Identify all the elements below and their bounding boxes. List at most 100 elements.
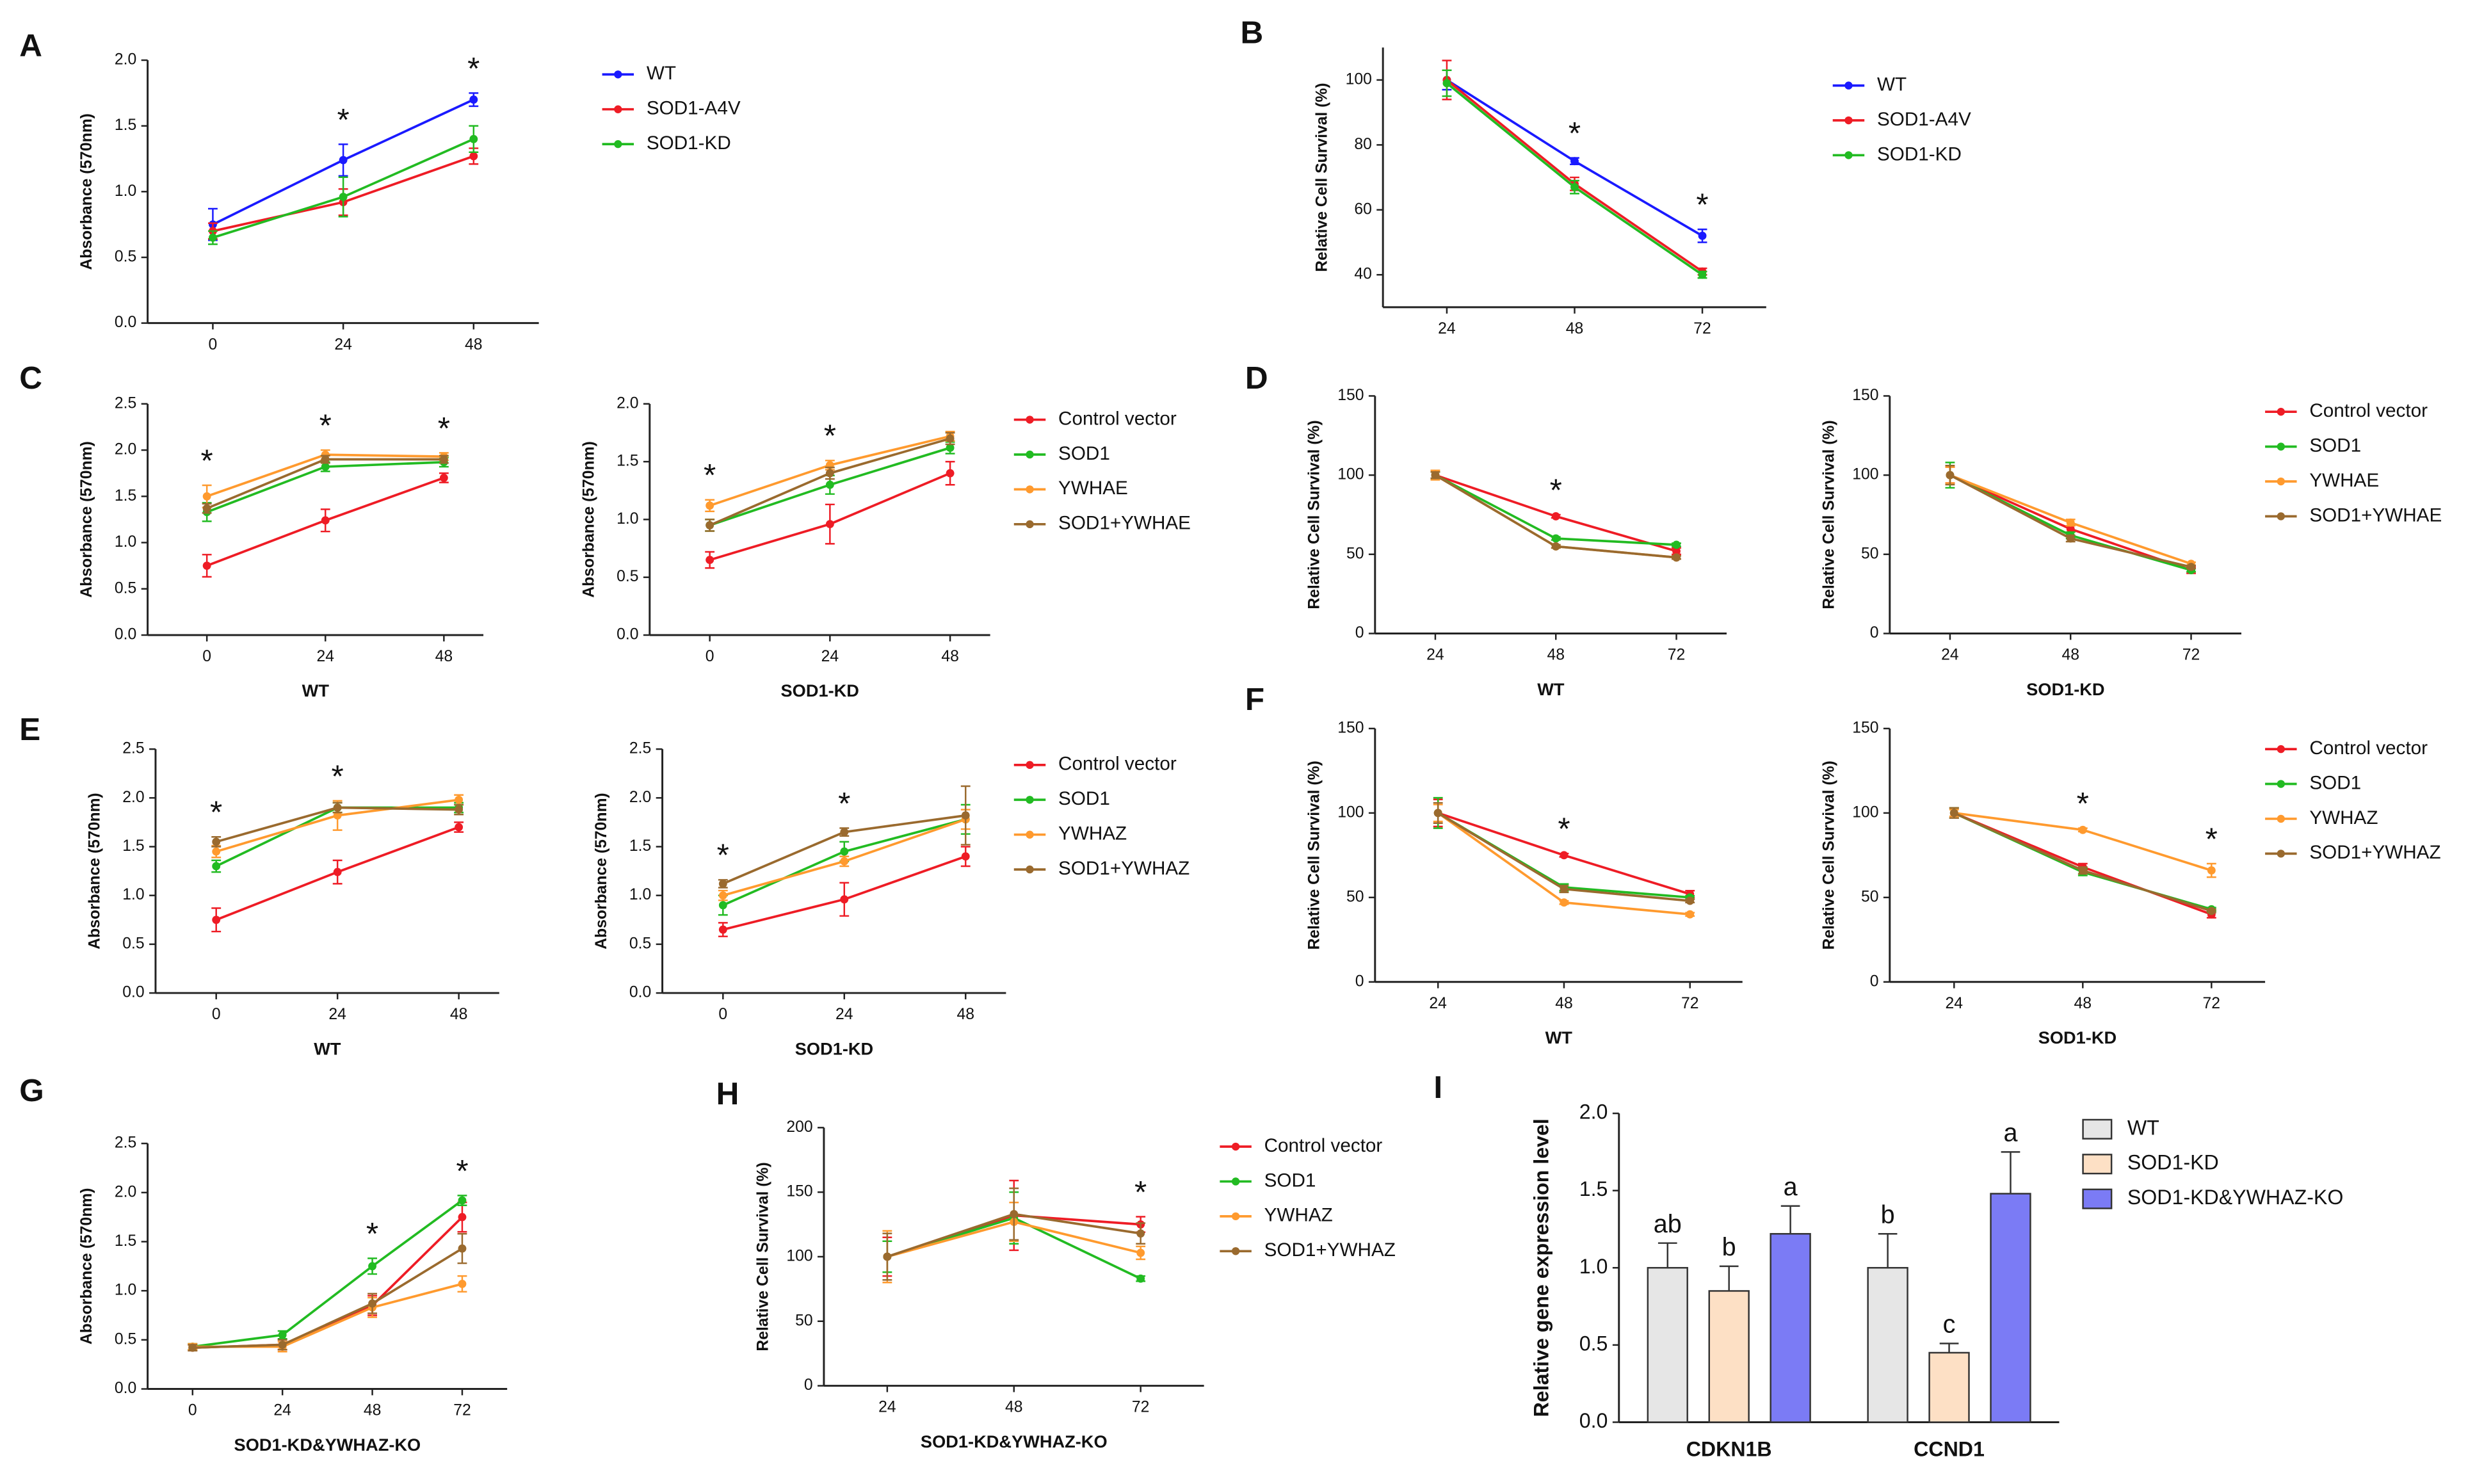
legend-marker bbox=[2277, 850, 2285, 858]
legend-label: YWHAZ bbox=[2309, 807, 2378, 828]
y-tick-label: 40 bbox=[1354, 266, 1372, 283]
legend-marker bbox=[614, 140, 622, 149]
x-tick-label: 48 bbox=[941, 648, 959, 665]
data-point bbox=[1698, 270, 1707, 279]
data-point bbox=[1672, 553, 1681, 562]
bar bbox=[1990, 1193, 2031, 1423]
data-point bbox=[1698, 231, 1707, 240]
data-point bbox=[1560, 885, 1569, 894]
x-tick-label: 48 bbox=[435, 648, 453, 665]
data-point bbox=[1136, 1248, 1145, 1257]
significance-mark: * bbox=[467, 51, 480, 86]
legend-marker bbox=[1231, 1247, 1240, 1255]
legend-marker bbox=[1231, 1142, 1240, 1151]
data-point bbox=[706, 521, 714, 529]
legend-label: SOD1-A4V bbox=[1877, 109, 1971, 130]
legend-marker bbox=[1026, 796, 1034, 804]
x-axis-title: SOD1-KD&YWHAZ-KO bbox=[234, 1435, 421, 1455]
data-point bbox=[469, 152, 478, 161]
data-point bbox=[212, 837, 221, 846]
y-tick-label: 0 bbox=[804, 1376, 813, 1394]
legend-label: WT bbox=[2127, 1116, 2159, 1139]
legend-marker bbox=[2277, 814, 2285, 823]
data-point bbox=[840, 895, 849, 904]
y-axis-title: Relative Cell Survival (%) bbox=[754, 1162, 771, 1351]
data-point bbox=[2207, 907, 2216, 915]
legend-label: SOD1 bbox=[1058, 443, 1110, 464]
legend-label: YWHAZ bbox=[1264, 1205, 1333, 1226]
x-axis-title: SOD1-KD bbox=[781, 681, 859, 700]
y-tick-label: 150 bbox=[1852, 387, 1878, 404]
y-tick-label: 2.0 bbox=[629, 789, 651, 806]
data-point bbox=[718, 879, 727, 888]
x-tick-label: 72 bbox=[1681, 995, 1699, 1012]
series-line bbox=[192, 1247, 463, 1349]
significance-mark: * bbox=[319, 408, 332, 443]
data-point bbox=[368, 1299, 377, 1308]
significance-mark: * bbox=[1134, 1175, 1147, 1210]
data-point bbox=[1551, 542, 1560, 551]
y-tick-label: 0.5 bbox=[115, 579, 136, 597]
y-tick-label: 0.0 bbox=[115, 1380, 136, 1397]
data-point bbox=[718, 925, 727, 934]
y-tick-label: 2.5 bbox=[122, 740, 144, 757]
data-point bbox=[212, 915, 221, 924]
x-tick-label: CCND1 bbox=[1914, 1437, 1985, 1460]
y-tick-label: 0.0 bbox=[629, 984, 651, 1001]
y-tick-label: 2.5 bbox=[629, 740, 651, 757]
bar bbox=[1647, 1267, 1688, 1423]
significance-mark: * bbox=[2077, 786, 2089, 821]
data-point bbox=[321, 462, 330, 471]
legend-marker bbox=[1231, 1212, 1240, 1221]
y-tick-label: 2.0 bbox=[617, 394, 638, 412]
y-tick-label: 2.5 bbox=[115, 1134, 136, 1152]
y-tick-label: 2.0 bbox=[1579, 1101, 1608, 1124]
x-tick-label: 0 bbox=[188, 1402, 197, 1419]
significance-mark: * bbox=[1569, 116, 1581, 151]
data-point bbox=[718, 901, 727, 910]
data-point bbox=[718, 891, 727, 900]
data-point bbox=[458, 1196, 467, 1205]
y-tick-label: 1.0 bbox=[115, 533, 136, 551]
legend-marker bbox=[1844, 116, 1853, 125]
x-axis-title: WT bbox=[1537, 679, 1565, 699]
legend-marker bbox=[1026, 450, 1034, 459]
data-point bbox=[1949, 809, 1958, 818]
y-tick-label: 1.0 bbox=[629, 886, 651, 903]
data-point bbox=[368, 1262, 377, 1271]
legend-marker bbox=[1844, 151, 1853, 159]
data-point bbox=[840, 828, 849, 837]
y-tick-label: 0.0 bbox=[115, 314, 136, 331]
data-point bbox=[321, 516, 330, 525]
legend-marker bbox=[1026, 865, 1034, 874]
data-point bbox=[339, 156, 348, 165]
x-tick-label: 24 bbox=[334, 336, 352, 353]
y-tick-label: 2.5 bbox=[115, 394, 136, 412]
y-tick-label: 50 bbox=[1346, 888, 1364, 905]
legend-swatch bbox=[2082, 1118, 2113, 1140]
legend-label: SOD1+YWHAZ bbox=[2309, 842, 2440, 863]
legend-label: SOD1 bbox=[1264, 1170, 1316, 1191]
legend-label: YWHAZ bbox=[1058, 823, 1127, 844]
data-point bbox=[1442, 79, 1451, 88]
data-point bbox=[333, 803, 342, 812]
legend-marker bbox=[614, 105, 622, 113]
y-tick-label: 2.0 bbox=[115, 51, 136, 69]
data-point bbox=[1686, 896, 1695, 905]
y-tick-label: 80 bbox=[1354, 136, 1372, 153]
data-point bbox=[202, 492, 211, 501]
legend-marker bbox=[2277, 780, 2285, 788]
y-axis-title: Absorbance (570nm) bbox=[593, 793, 610, 949]
x-tick-label: 72 bbox=[453, 1402, 471, 1419]
data-point bbox=[458, 1244, 467, 1253]
significance-mark: * bbox=[456, 1154, 468, 1189]
x-tick-label: 48 bbox=[1555, 995, 1573, 1012]
data-point bbox=[212, 862, 221, 871]
y-axis-title: Relative Cell Survival (%) bbox=[1314, 83, 1331, 271]
y-tick-label: 0.0 bbox=[1579, 1409, 1608, 1432]
data-point bbox=[2066, 524, 2075, 533]
y-tick-label: 1.0 bbox=[115, 182, 136, 200]
x-axis-title: SOD1-KD bbox=[2026, 679, 2104, 699]
x-tick-label: 72 bbox=[2182, 647, 2200, 664]
